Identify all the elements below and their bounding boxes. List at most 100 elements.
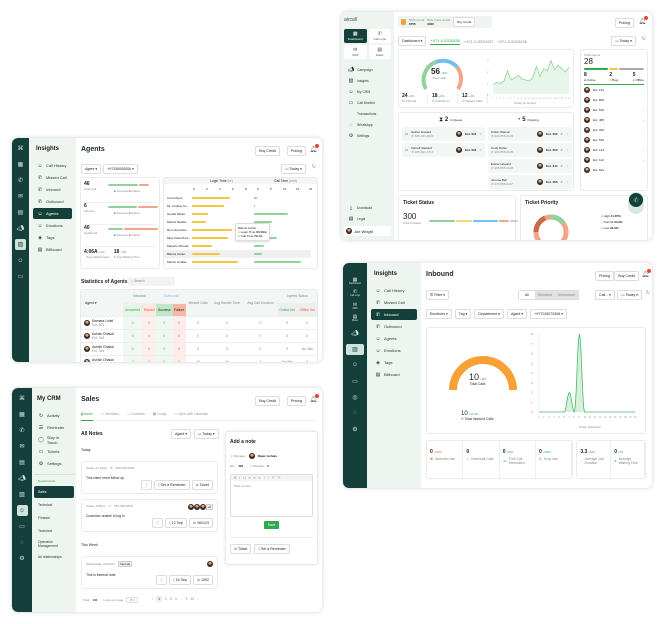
agent-list-item[interactable]: Ext. 522 › [584, 165, 644, 175]
filter-4[interactable]: +977015070306 ▾ [530, 309, 568, 319]
agent-time-row[interactable]: Marion Hodkie... [164, 258, 311, 266]
menu-item-my-crm[interactable]: ☺ My CRM [348, 89, 371, 95]
number-tab[interactable]: +971-0-5320437 [463, 38, 494, 44]
online-tab[interactable]: Online [586, 78, 596, 82]
agent-list-item[interactable]: Ext. 520 › [584, 105, 644, 115]
menu-item-inbound[interactable]: ✆ Inbound [371, 309, 417, 320]
toolbar-button[interactable]: ↶ [271, 476, 275, 480]
save-button[interactable]: Save [263, 521, 280, 529]
menu-item-call-history[interactable]: ☺ Call History [37, 162, 67, 169]
ongoing-item[interactable]: Jerome Bell ✆ 270-555-0117 Ext. 465 ✆ ⋮ [488, 175, 572, 189]
ticket-button[interactable]: ⊙ 300123 [188, 518, 213, 528]
pricing-button[interactable]: Pricing [287, 396, 306, 406]
page-button[interactable]: 10 [190, 597, 195, 601]
agent-list-item[interactable]: Ext. 300 › [584, 125, 644, 135]
notification-bell-icon[interactable]: 🔔︎ [309, 394, 319, 403]
buy-credit-button[interactable]: Buy Credit [255, 396, 280, 406]
filter-1[interactable]: Tag ▾ [454, 309, 472, 319]
pricing-button[interactable]: Pricing [595, 271, 614, 281]
rail-icon[interactable]: ◌ [353, 410, 357, 417]
rail-whatsapp-icon[interactable]: ◌ [20, 539, 24, 546]
menu-item-tickets[interactable]: ▭ Tickets [38, 448, 60, 455]
rail-dashboard-icon[interactable]: ▦ [17, 162, 24, 168]
rail-sms-icon[interactable]: ✉ [17, 194, 24, 200]
queue-item[interactable]: #1 Esther Howard ✆ 505-304-3030 Ext. 021 ✆ [402, 127, 485, 141]
agent-list-item[interactable]: Ext. 800 › [584, 95, 644, 105]
toolbar-button[interactable]: ≡ [258, 476, 261, 480]
rail-dialer-icon[interactable]: ▤ [19, 460, 25, 466]
notification-bell-icon[interactable]: 🔔︎ [309, 144, 319, 153]
rail-call-logs-icon[interactable]: ✆ [17, 178, 24, 184]
call-widget-button[interactable]: ✆ [628, 192, 644, 214]
menu-item-outbound[interactable]: ✆ Outbound [37, 198, 64, 205]
rail-insights-icon[interactable]: ▨ [15, 239, 26, 250]
rail-dialer[interactable]: ▤ Dialer [351, 314, 359, 323]
page-button[interactable]: ... [179, 597, 183, 601]
menu-item-download[interactable]: ⤓ Download [349, 205, 373, 211]
menu-item-activity[interactable]: ↻ Activity [38, 412, 60, 419]
rail-dashboard[interactable]: ▦ Dashboard [349, 277, 361, 285]
toolbar-button[interactable]: B [234, 476, 237, 480]
agent-list-item[interactable]: Ext. 124 › [584, 145, 644, 155]
menu-item-missed-call[interactable]: ✆ Missed Call [375, 299, 405, 306]
toolbar-button[interactable]: ≡ [253, 476, 256, 480]
next-page-button[interactable]: › [197, 597, 199, 601]
agent-time-row[interactable]: Marjorie Pittman [164, 242, 311, 250]
busy-tab[interactable]: Busy [612, 78, 619, 82]
filter-button[interactable]: ☰ Filter ▾ [426, 290, 450, 300]
note-card[interactable]: Today, 01:34pm ✆ 929-255-0496 This client … [81, 461, 218, 494]
page-button[interactable]: 9 [185, 597, 188, 601]
reminder-button[interactable]: ⟨ 16 Sep [169, 575, 191, 585]
toolbar-button[interactable]: ↷ [277, 476, 281, 480]
lines-per-page-dropdown[interactable]: 15 ▾ [126, 597, 138, 603]
scope-dropdown[interactable]: Dashboard ▾ [398, 36, 427, 46]
more-icon[interactable]: ⋮ [151, 518, 164, 528]
department-item[interactable]: Technical [38, 529, 53, 533]
rail-icon[interactable]: 📣︎ [351, 330, 359, 337]
notification-bell-icon[interactable]: 🔔︎ [638, 16, 648, 25]
refresh-icon[interactable]: ↻ [645, 290, 650, 296]
menu-item-agents[interactable]: ☺ Agents [375, 335, 397, 342]
notification-bell-icon[interactable]: 🔔︎ [641, 269, 651, 278]
number-tab[interactable]: +971-0-5320438 [497, 38, 527, 44]
nav-tile-dialer[interactable]: ▤ Dialer [368, 45, 391, 59]
note-textarea-placeholder[interactable]: Write a note... [234, 484, 253, 488]
menu-item-legal[interactable]: ▤ Legal [348, 216, 366, 222]
nav-tile-call-logs[interactable]: ✆ Call Logs [368, 29, 391, 43]
filter-3[interactable]: Agent ▾ [507, 309, 528, 319]
pricing-button[interactable]: Pricing [287, 146, 306, 156]
ticket-button[interactable]: ⊙ Ticket [191, 480, 213, 490]
menu-item-billboard[interactable]: ▤ Billboard [375, 371, 400, 378]
menu-item-transactions[interactable]: Transactions [357, 112, 377, 116]
menu-item-billboard[interactable]: ▤ Billboard [37, 246, 62, 253]
pricing-button[interactable]: Pricing [615, 18, 634, 28]
reminder-button[interactable]: ⟨ 12 Sep [165, 518, 187, 528]
page-button[interactable]: 2 [165, 597, 167, 601]
tab-contacts[interactable]: ▭ Contacts [127, 411, 145, 416]
rail-call-logs[interactable]: ✆ Call Logs [350, 289, 360, 298]
ongoing-item[interactable]: Cody Fisher ✆ 303-555-0105 Ext. 300 ✆ ⋮ [488, 143, 572, 157]
segment-all[interactable]: All [519, 291, 535, 299]
menu-item-tags[interactable]: ◈ Tags [376, 359, 393, 366]
menu-item-reminder[interactable]: ☰ Reminder [38, 424, 65, 431]
rail-icon[interactable]: ⚙ [352, 426, 358, 433]
note-editor[interactable]: B I U ≡ ≡ ≡ ⁝ ⁝ ↶ ↷ Write a note... [230, 474, 313, 517]
rail-dialer-icon[interactable]: ▤ [17, 210, 24, 216]
menu-item-tags[interactable]: ◈ Tags [38, 234, 55, 241]
menu-item-emotions[interactable]: ☺ Emotions [375, 347, 401, 354]
offline-tab[interactable]: Offline [635, 78, 644, 82]
prev-page-button[interactable]: ‹ [152, 597, 154, 601]
rail-campaign-icon[interactable]: 📣︎ [18, 476, 26, 482]
note-card[interactable]: Today, 3:00pm ✆ 545-435-0675 Customer unab… [81, 499, 218, 532]
agent-list-item[interactable]: Ext. 132 › [584, 85, 644, 95]
number-tab[interactable]: +971-0-5320436 [430, 37, 460, 45]
agent-time-row[interactable]: Blanca Carter [164, 250, 311, 258]
rail-dashboard-icon[interactable]: ▦ [19, 412, 25, 418]
menu-item-missed-call[interactable]: ✆ Missed Call [37, 174, 67, 181]
rail-campaign-icon[interactable]: 📣︎ [16, 226, 25, 232]
more-icon[interactable]: ⋮ [140, 480, 153, 490]
date-range-dropdown[interactable]: ▭ Today ▾ [281, 164, 306, 174]
rail-icon[interactable]: ◎ [352, 394, 358, 401]
rail-sms[interactable]: ✉ SMS [352, 301, 358, 310]
rail-call-logs-icon[interactable]: ✆ [19, 428, 25, 434]
